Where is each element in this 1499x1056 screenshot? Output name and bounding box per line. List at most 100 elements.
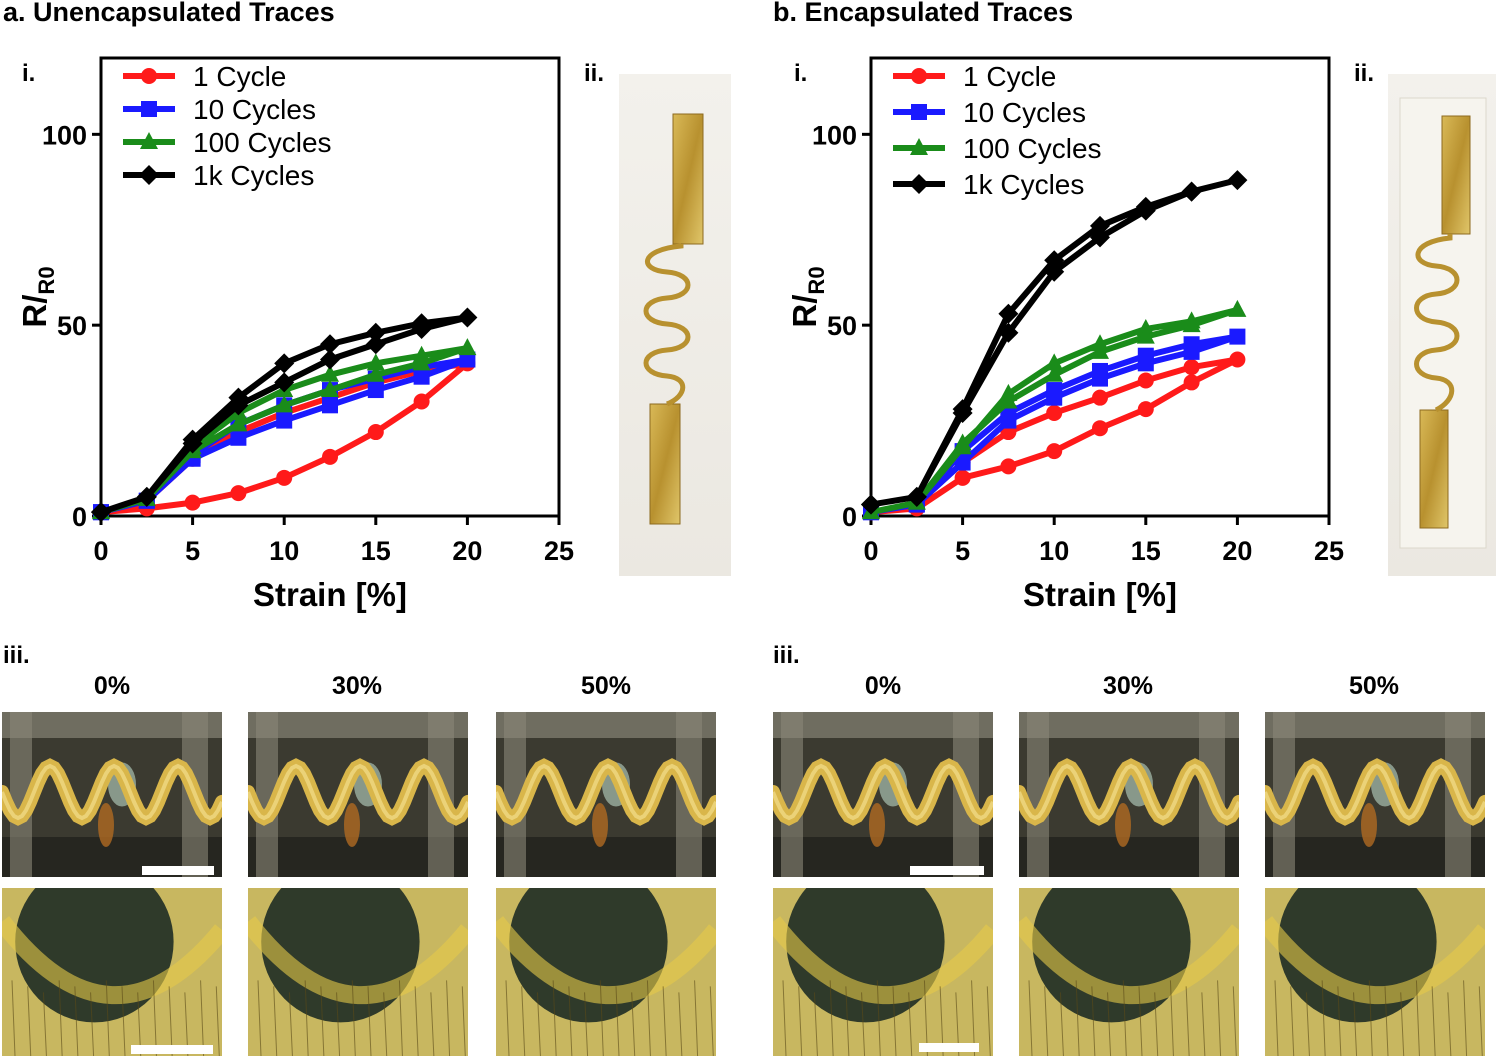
data-point — [182, 433, 203, 454]
data-point — [911, 68, 927, 84]
crack-line — [152, 980, 157, 1056]
data-point — [1092, 389, 1108, 406]
crack-line — [446, 980, 451, 1056]
data-point — [230, 429, 247, 446]
micrograph-trace — [1265, 712, 1485, 877]
strain-label-b-50: 50% — [1348, 672, 1400, 700]
data-point — [861, 494, 881, 515]
photo-glow — [98, 803, 114, 847]
legend: 1 Cycle 10 Cycles 100 Cycles 1k Cycles — [893, 61, 1102, 200]
panel-a-label-i: i. — [22, 60, 36, 87]
data-point — [365, 322, 386, 343]
crack-line — [273, 986, 278, 1056]
legend-label: 1k Cycles — [193, 160, 314, 191]
crack-line — [1321, 980, 1326, 1056]
data-point — [1135, 200, 1156, 221]
crack-line — [861, 992, 866, 1056]
data-point — [459, 351, 476, 368]
crack-line — [105, 980, 110, 1056]
x-tick-label: 25 — [544, 536, 574, 566]
legend-label: 1 Cycle — [963, 61, 1056, 92]
micrograph-closeup — [2, 888, 222, 1056]
data-point — [954, 469, 971, 486]
scale-bar — [142, 866, 214, 875]
data-point — [139, 165, 159, 185]
crack-line — [1059, 992, 1064, 1056]
strain-label-a-30: 30% — [331, 672, 383, 700]
gold-trace-highlight — [496, 763, 716, 821]
crack-line — [383, 992, 388, 1056]
data-point — [1000, 458, 1017, 475]
trace-curve-icon — [496, 888, 716, 1056]
crack-line — [90, 992, 95, 1056]
data-point — [1137, 347, 1154, 364]
crack-line — [1232, 986, 1237, 1056]
y-tick-label: 50 — [827, 311, 857, 341]
data-point — [909, 174, 929, 194]
x-tick-label: 10 — [1039, 536, 1069, 566]
data-point — [321, 380, 339, 398]
photo-bar — [781, 712, 803, 877]
micrograph-trace — [496, 712, 716, 877]
crack-line — [1201, 992, 1206, 1056]
trace-curve-icon — [2, 888, 222, 1056]
y-tick-label: 50 — [57, 311, 87, 341]
data-point — [229, 414, 248, 432]
crack-line — [215, 986, 220, 1056]
legend-label: 1 Cycle — [193, 61, 286, 92]
crack-line — [42, 992, 47, 1056]
data-point — [1092, 362, 1108, 379]
crack-line — [813, 992, 818, 1056]
gold-curve — [496, 916, 716, 1005]
crack-line — [351, 980, 356, 1056]
trace-curve-icon — [1265, 888, 1485, 1056]
data-point — [276, 412, 293, 429]
series-1k-cycles — [91, 307, 478, 523]
crack-line — [414, 986, 419, 1056]
data-point — [1182, 315, 1201, 333]
x-tick-label: 5 — [955, 536, 970, 566]
data-point — [1044, 250, 1065, 271]
legend-label: 100 Cycles — [193, 127, 332, 158]
data-point — [1183, 359, 1200, 376]
crack-line — [1091, 986, 1096, 1056]
y-axis-label-subscript: R0 — [34, 266, 59, 294]
data-point — [458, 338, 477, 356]
data-point — [1229, 328, 1246, 345]
photo-bar — [256, 712, 278, 877]
data-point — [322, 448, 338, 465]
data-point — [1229, 351, 1246, 368]
data-point — [998, 303, 1019, 324]
data-point — [228, 395, 249, 416]
photo-bar — [1027, 712, 1049, 877]
crack-line — [1400, 992, 1405, 1056]
micrograph-closeup — [1019, 888, 1239, 1056]
data-point — [276, 469, 293, 486]
x-tick-label: 20 — [1222, 536, 1252, 566]
x-tick-label: 20 — [452, 536, 482, 566]
gold-curve — [1019, 916, 1239, 1005]
photo-bar — [504, 712, 526, 877]
trace-wave-icon — [248, 712, 468, 877]
gold-curve — [248, 916, 468, 1005]
crack-line — [1185, 986, 1190, 1056]
gold-curve — [1265, 916, 1485, 1005]
data-point — [953, 433, 972, 451]
crack-line — [1290, 986, 1295, 1056]
legend-label: 10 Cycles — [193, 94, 316, 125]
data-point — [457, 307, 478, 328]
crack-line — [631, 992, 636, 1056]
data-point — [230, 485, 247, 502]
crack-line — [1169, 980, 1174, 1056]
crack-line — [505, 980, 510, 1056]
x-tick-label: 0 — [863, 536, 878, 566]
crack-line — [986, 986, 991, 1056]
crack-line — [1028, 980, 1033, 1056]
trace-curve-icon — [248, 888, 468, 1056]
scale-bar — [910, 866, 984, 875]
crack-line — [709, 986, 714, 1056]
panel-b-label-i: i. — [794, 60, 808, 87]
data-point — [910, 138, 928, 155]
data-point — [413, 393, 430, 410]
crack-line — [168, 986, 173, 1056]
